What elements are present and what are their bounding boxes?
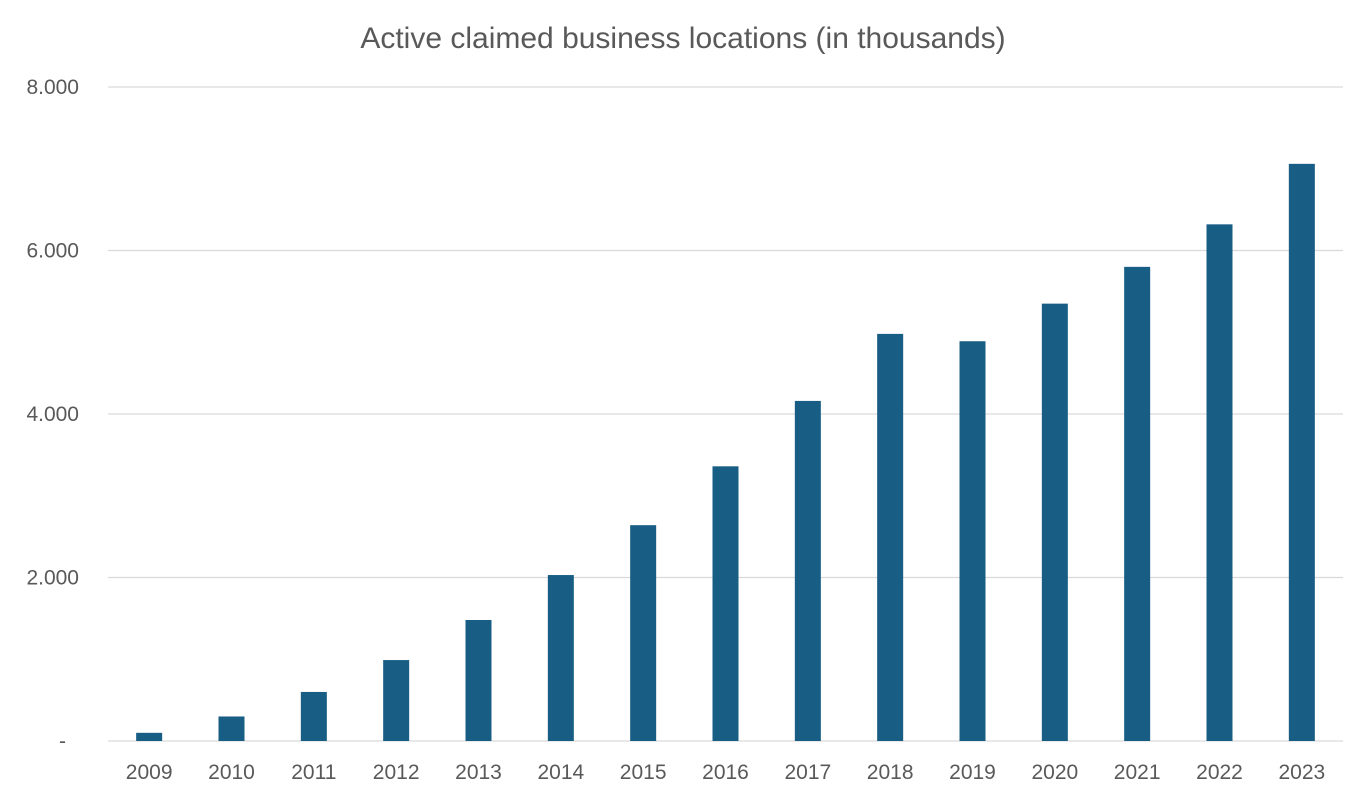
y-tick-label: 4.000: [26, 403, 79, 426]
bars: [136, 163, 1315, 742]
bar-2015: [630, 525, 657, 741]
x-axis-tick-labels: 2009 2010 2011 2012 2013 2014 2015 2016 2017 2018…: [126, 761, 1325, 784]
x-tick-label: 2018: [867, 761, 914, 784]
x-tick-label: 2012: [373, 761, 420, 784]
y-tick-label: 6.000: [26, 240, 79, 263]
bar-2016: [712, 466, 739, 741]
bar-2022: [1206, 224, 1233, 742]
bar-2018: [877, 333, 904, 741]
y-tick-label: 2.000: [26, 567, 79, 590]
y-tick-label: -: [59, 730, 66, 753]
x-tick-label: 2021: [1114, 761, 1161, 784]
x-tick-label: 2022: [1196, 761, 1243, 784]
bar-2010: [218, 716, 245, 741]
bar-2013: [465, 620, 492, 741]
x-tick-label: 2019: [949, 761, 996, 784]
bar-2019: [959, 341, 986, 741]
x-tick-label: 2009: [126, 761, 173, 784]
x-tick-label: 2017: [784, 761, 831, 784]
x-tick-label: 2016: [702, 761, 749, 784]
bar-2012: [383, 660, 410, 741]
bar-2011: [300, 691, 327, 741]
bar-2021: [1124, 266, 1151, 741]
bar-2020: [1041, 303, 1068, 741]
bar-2009: [136, 732, 163, 741]
x-tick-label: 2011: [291, 761, 336, 784]
bar-2017: [794, 400, 821, 741]
x-tick-label: 2023: [1278, 761, 1325, 784]
bar-2014: [547, 575, 574, 741]
x-tick-label: 2020: [1031, 761, 1078, 784]
x-tick-label: 2014: [537, 761, 584, 784]
chart-title: Active claimed business locations (in th…: [360, 22, 1005, 55]
x-tick-label: 2015: [620, 761, 667, 784]
y-axis-tick-labels: - 2.000 4.000 6.000 8.000: [26, 76, 79, 753]
x-tick-label: 2010: [208, 761, 255, 784]
y-tick-label: 8.000: [26, 76, 79, 99]
x-tick-label: 2013: [455, 761, 502, 784]
bar-2023: [1288, 163, 1315, 742]
